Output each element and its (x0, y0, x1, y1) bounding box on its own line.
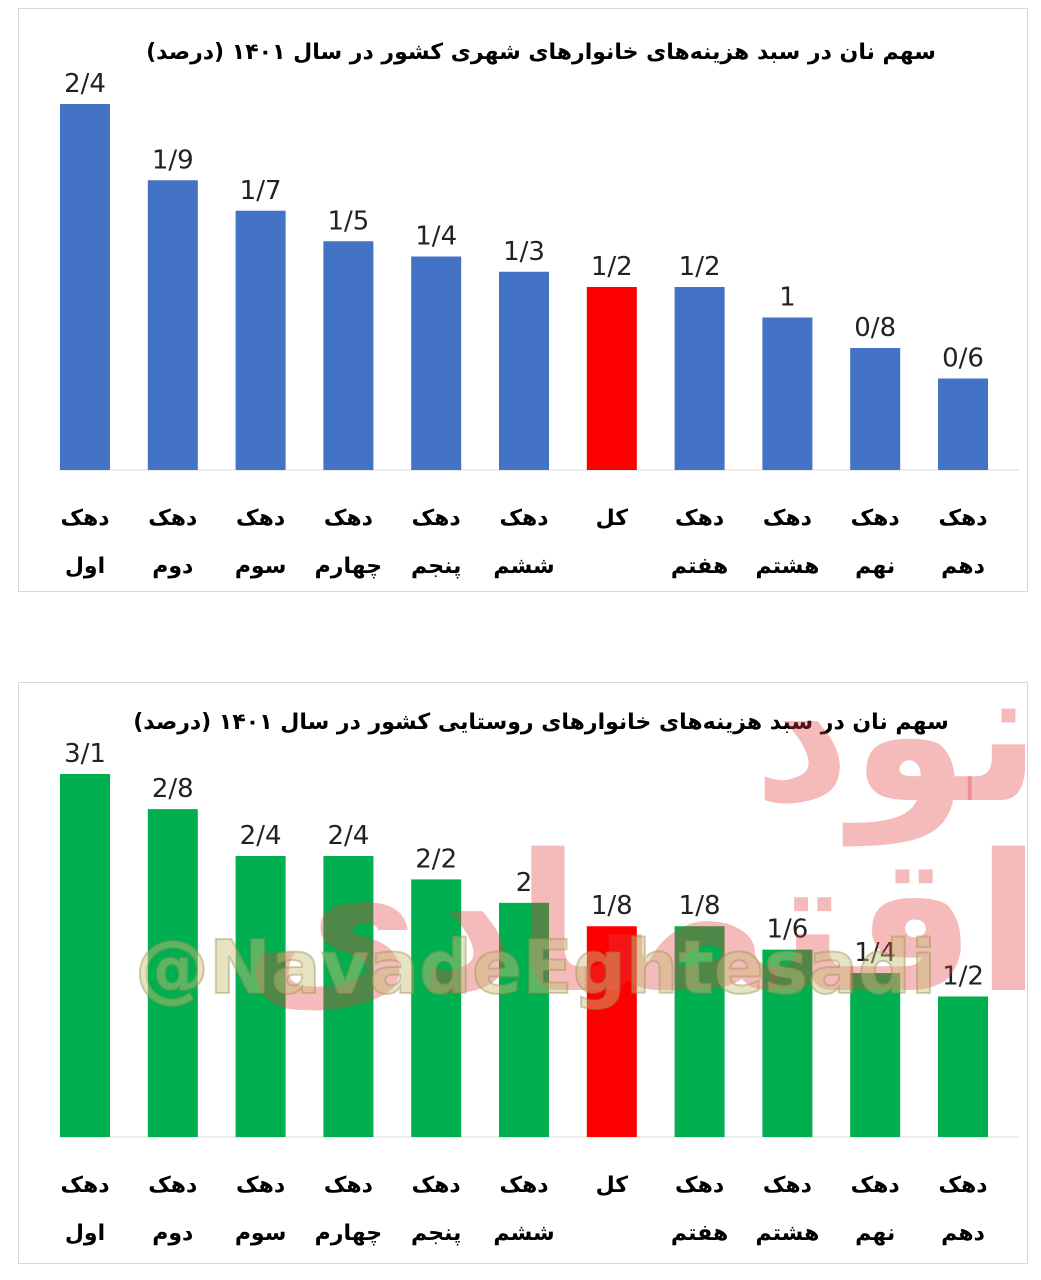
bar-1 (60, 774, 110, 1137)
category-label-8: دهک هفتم (671, 506, 728, 579)
data-label-3: 1/7 (240, 176, 282, 206)
bar-4 (323, 855, 374, 1137)
bar-2 (147, 180, 198, 470)
bar-3 (235, 855, 286, 1137)
data-label-8: 1/8 (679, 891, 721, 921)
data-label-1: 3/1 (64, 739, 106, 769)
category-label-2: دهک دوم (148, 1173, 197, 1246)
rural-bar-chart: سهم نان در سبد هزینه‌های خانوارهای روستا… (59, 710, 1019, 1246)
bar-9 (762, 949, 813, 1137)
category-label-6: دهک ششم (493, 1173, 554, 1246)
data-label-7: 1/2 (591, 252, 633, 282)
category-label-1: دهک اول (60, 506, 109, 579)
data-label-6: 1/3 (503, 237, 545, 267)
data-label-1: 2/4 (64, 69, 106, 99)
category-label-3: دهک سوم (235, 506, 287, 579)
category-label-6: دهک ششم (493, 506, 554, 579)
bar-5 (411, 256, 462, 470)
bar-5 (411, 879, 462, 1137)
chart-title: سهم نان در سبد هزینه‌های خانوارهای شهری … (146, 40, 936, 65)
category-label-9: دهک هشتم (755, 506, 819, 579)
bar-8 (674, 287, 725, 470)
data-label-9: 1 (779, 283, 796, 313)
bar-10 (850, 348, 901, 470)
bar-1 (60, 104, 110, 470)
category-label-9: دهک هشتم (755, 1173, 819, 1246)
data-label-5: 2/2 (415, 844, 457, 874)
category-label-7: کل (596, 1173, 629, 1198)
data-label-7: 1/8 (591, 891, 633, 921)
data-label-3: 2/4 (240, 821, 282, 851)
data-label-11: 0/6 (942, 344, 984, 374)
data-label-4: 2/4 (327, 821, 369, 851)
bar-10 (850, 973, 901, 1137)
category-label-5: دهک پنجم (411, 506, 461, 579)
data-label-9: 1/6 (766, 915, 808, 945)
category-label-11: دهک دهم (938, 1173, 987, 1246)
category-label-7: کل (596, 506, 629, 531)
category-label-4: دهک چهارم (315, 506, 382, 579)
category-label-2: دهک دوم (148, 506, 197, 579)
data-label-4: 1/5 (327, 206, 369, 236)
bar-11 (938, 378, 988, 470)
category-label-4: دهک چهارم (315, 1173, 382, 1246)
bar-6 (499, 902, 549, 1137)
urban-chart-panel: سهم نان در سبد هزینه‌های خانوارهای شهری … (18, 8, 1028, 592)
data-label-8: 1/2 (679, 252, 721, 282)
bar-7 (586, 926, 637, 1137)
bar-9 (762, 317, 813, 470)
bar-3 (235, 210, 286, 470)
category-label-1: دهک اول (60, 1173, 109, 1246)
chart-title: سهم نان در سبد هزینه‌های خانوارهای روستا… (133, 710, 949, 735)
data-label-2: 2/8 (152, 774, 194, 804)
data-label-10: 0/8 (854, 313, 896, 343)
data-label-10: 1/4 (854, 938, 896, 968)
data-label-5: 1/4 (415, 222, 457, 252)
bar-8 (674, 926, 725, 1137)
bar-6 (499, 271, 549, 470)
category-label-10: دهک نهم (851, 1173, 900, 1246)
bar-11 (938, 996, 988, 1137)
category-label-10: دهک نهم (851, 506, 900, 579)
category-label-5: دهک پنجم (411, 1173, 461, 1246)
bar-4 (323, 241, 374, 470)
data-label-6: 2 (516, 868, 533, 898)
category-label-11: دهک دهم (938, 506, 987, 579)
bar-2 (147, 809, 198, 1137)
data-label-2: 1/9 (152, 145, 194, 175)
rural-chart-panel: سهم نان در سبد هزینه‌های خانوارهای روستا… (18, 682, 1028, 1264)
data-label-11: 1/2 (942, 961, 984, 991)
urban-bar-chart: سهم نان در سبد هزینه‌های خانوارهای شهری … (59, 40, 1019, 579)
category-label-8: دهک هفتم (671, 1173, 728, 1246)
bar-7 (586, 287, 637, 470)
category-label-3: دهک سوم (235, 1173, 287, 1246)
